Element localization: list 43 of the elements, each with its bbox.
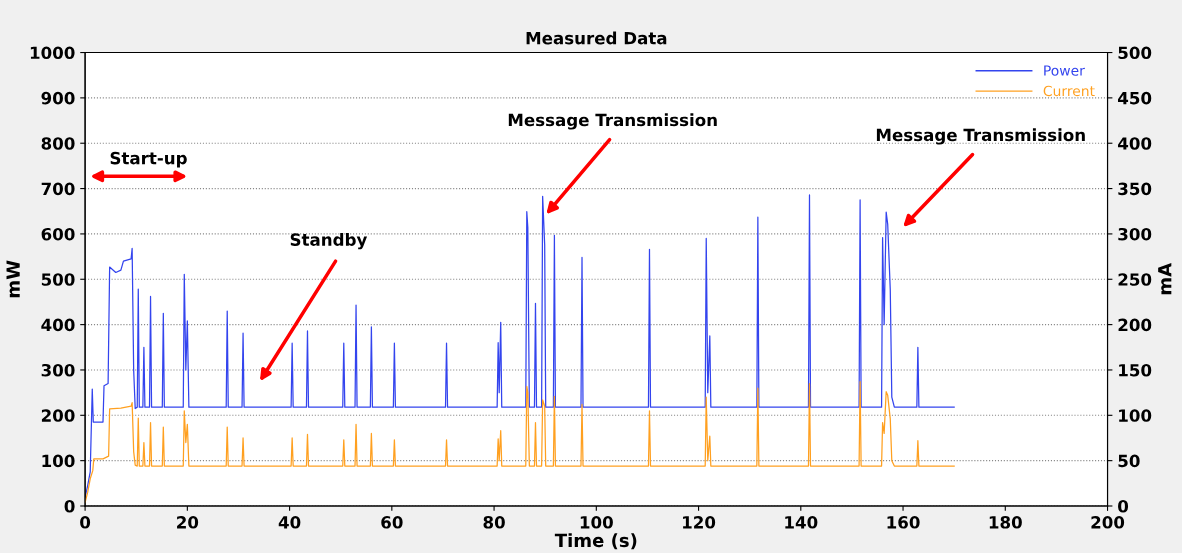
- y2-tick-label: 150: [1119, 363, 1152, 377]
- annotation: Message Transmission: [508, 113, 717, 130]
- x-tick-label: 100: [580, 516, 613, 529]
- y-tick-label: 300: [41, 363, 75, 377]
- y2-tick-label: 400: [1118, 137, 1152, 150]
- y-tick-label: 700: [41, 182, 75, 196]
- y2-tick-label: 100: [1119, 409, 1152, 422]
- y-tick-label: 500: [41, 273, 75, 286]
- y-tick-label: 400: [41, 318, 75, 332]
- chart-title: Measured Data: [526, 31, 667, 45]
- x-tick-label: 160: [887, 516, 920, 529]
- annotation: Start-up: [110, 151, 187, 168]
- x-tick-label: 140: [785, 516, 818, 529]
- x-tick-label: 180: [989, 516, 1022, 529]
- y2-tick-label: 250: [1118, 273, 1152, 286]
- x-tick-label: 120: [683, 516, 716, 529]
- legend-label: Power: [1044, 65, 1085, 76]
- y2-tick-label: 500: [1118, 46, 1152, 60]
- y-tick-label: 900: [41, 91, 75, 105]
- y-axis-title: mW: [6, 260, 20, 298]
- y2-tick-label: 200: [1118, 318, 1152, 332]
- y-tick-label: 1000: [30, 46, 75, 60]
- x-tick-label: 20: [177, 516, 199, 529]
- x-tick-label: 40: [278, 516, 301, 529]
- y2-tick-label: 300: [1118, 227, 1152, 241]
- y2-axis-title: mA: [1158, 262, 1172, 295]
- x-tick-label: 200: [1091, 516, 1125, 529]
- y-tick-label: 800: [41, 137, 75, 150]
- y-tick-label: 600: [41, 227, 75, 241]
- y-tick-label: 200: [41, 409, 75, 422]
- x-tick-label: 80: [483, 516, 505, 529]
- y-tick-label: 0: [64, 499, 75, 513]
- annotation: Message Transmission: [876, 128, 1085, 145]
- y-tick-label: 100: [42, 454, 75, 468]
- legend-label: Current: [1043, 85, 1095, 97]
- x-tick-label: 0: [80, 516, 91, 529]
- annotation: Standby: [290, 233, 368, 250]
- y2-tick-label: 350: [1118, 182, 1152, 196]
- x-axis-title: Time (s): [554, 533, 637, 550]
- y2-tick-label: 50: [1118, 454, 1140, 468]
- y2-tick-label: 450: [1118, 91, 1152, 105]
- y2-tick-label: 0: [1118, 499, 1129, 513]
- x-tick-label: 60: [381, 516, 403, 529]
